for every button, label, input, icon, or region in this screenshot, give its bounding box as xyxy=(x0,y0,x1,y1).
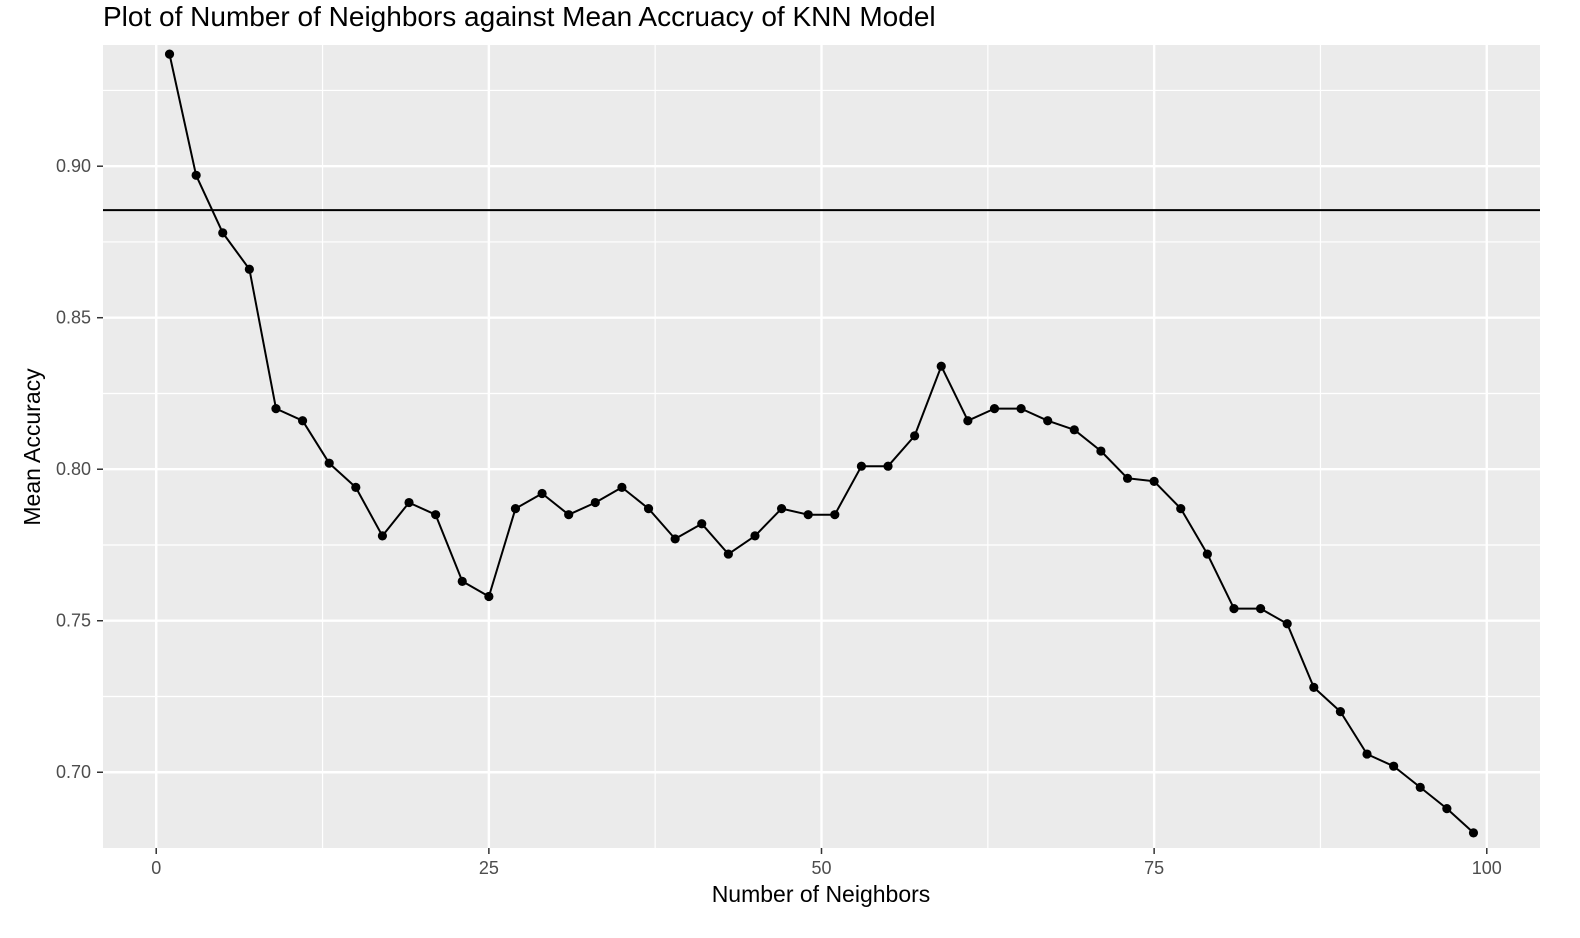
data-point xyxy=(457,576,467,586)
data-point xyxy=(404,497,414,508)
data-point xyxy=(1468,828,1479,838)
data-point xyxy=(1096,446,1106,456)
data-point xyxy=(1389,761,1399,771)
data-point xyxy=(297,416,308,426)
data-point xyxy=(697,519,707,529)
data-point xyxy=(776,504,787,514)
data-point xyxy=(989,404,1000,414)
data-point xyxy=(643,504,654,514)
x-tick-label: 75 xyxy=(1144,858,1164,878)
major-gridlines xyxy=(103,45,1540,848)
x-tick-label: 0 xyxy=(151,858,161,878)
data-point xyxy=(1282,619,1292,629)
data-point xyxy=(324,458,334,468)
y-tick-label: 0.80 xyxy=(56,459,91,479)
x-axis-title: Number of Neighbors xyxy=(712,881,931,907)
y-tick-label: 0.90 xyxy=(56,156,91,176)
data-point xyxy=(883,461,893,471)
data-point xyxy=(351,482,361,493)
data-point xyxy=(1043,416,1053,426)
data-point xyxy=(670,534,680,544)
data-point xyxy=(590,497,600,508)
data-point xyxy=(164,49,175,59)
data-point xyxy=(510,504,521,514)
x-tick-label: 25 xyxy=(479,858,499,878)
data-point xyxy=(1122,473,1133,483)
y-tick-label: 0.75 xyxy=(56,611,91,631)
y-axis-title: Mean Accuracy xyxy=(19,368,45,526)
x-tick-label: 50 xyxy=(811,858,831,878)
data-point xyxy=(431,510,441,520)
data-point xyxy=(537,488,547,499)
y-axis-ticks: 0.70 0.75 0.80 0.85 0.90 xyxy=(56,156,103,782)
data-point xyxy=(218,228,228,238)
data-point xyxy=(803,510,813,520)
data-point xyxy=(1415,782,1425,792)
data-point xyxy=(617,482,627,493)
data-point xyxy=(484,591,494,602)
data-point xyxy=(1202,549,1212,559)
data-point xyxy=(377,531,388,541)
x-axis-ticks: 0 25 50 75 100 xyxy=(151,848,1502,878)
data-point xyxy=(1309,682,1319,693)
data-point xyxy=(936,361,946,371)
data-point xyxy=(1069,425,1079,435)
data-point xyxy=(1255,604,1266,614)
data-point xyxy=(750,531,760,541)
data-point xyxy=(564,510,574,520)
data-point xyxy=(723,549,733,559)
data-point xyxy=(830,510,840,520)
x-tick-label: 100 xyxy=(1472,858,1502,878)
data-point xyxy=(271,404,281,414)
data-point xyxy=(244,264,254,274)
data-point xyxy=(910,431,920,441)
data-point xyxy=(1335,707,1346,717)
data-point xyxy=(1229,604,1239,614)
y-tick-label: 0.70 xyxy=(56,762,91,782)
data-point xyxy=(856,461,867,471)
y-tick-label: 0.85 xyxy=(56,308,91,328)
data-point xyxy=(1149,476,1159,486)
chart-title: Plot of Number of Neighbors against Mean… xyxy=(103,1,936,32)
data-point xyxy=(191,170,201,180)
data-point xyxy=(1016,404,1026,414)
data-point xyxy=(1362,749,1372,759)
data-point xyxy=(1176,504,1186,514)
data-points xyxy=(164,49,1479,838)
data-point xyxy=(963,416,973,426)
data-point xyxy=(1442,804,1452,814)
